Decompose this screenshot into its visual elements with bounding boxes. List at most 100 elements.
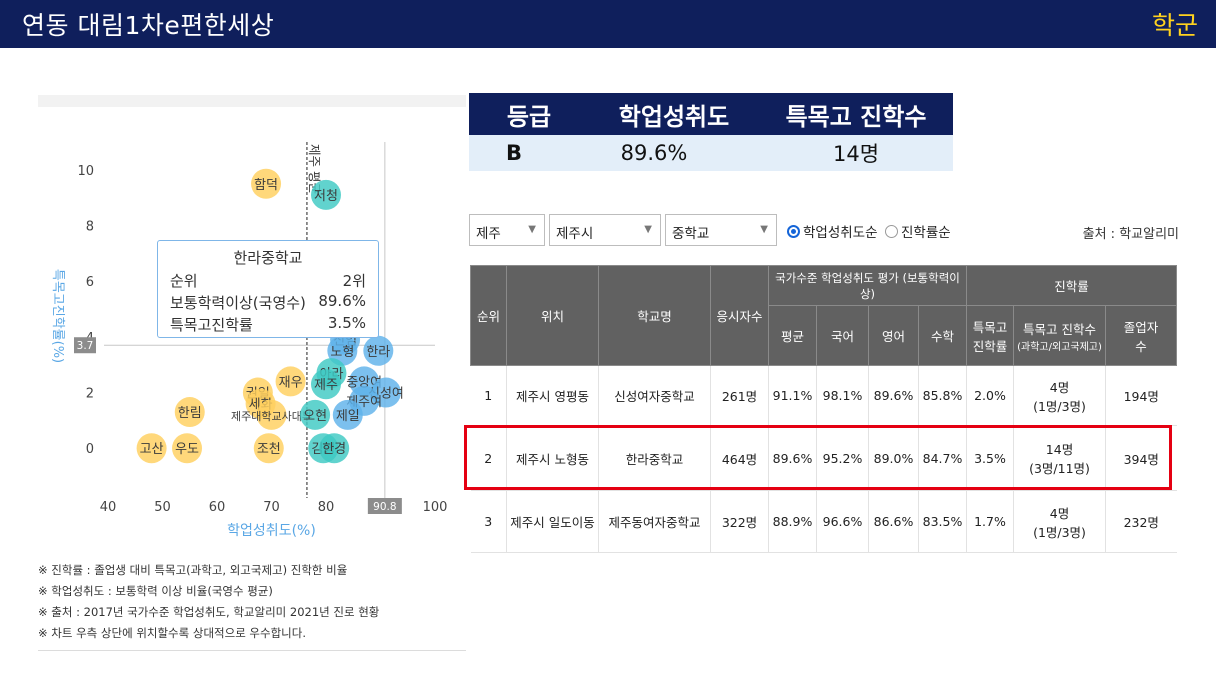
col-examinees: 응시자수 [710, 265, 769, 366]
achievement-value: 89.6% [620, 141, 688, 165]
cell-rate: 2.0% [966, 365, 1014, 426]
special-school-header: 특목고 진학수 [785, 102, 927, 131]
data-point [363, 335, 394, 366]
data-point-label: 제주대학교사대부 [231, 410, 312, 423]
data-point-label: 한림 [178, 406, 202, 421]
cell-count-sub: (1명/3명) [1033, 398, 1086, 414]
cell-examinees: 322명 [710, 490, 769, 553]
chevron-down-icon: ▼ [528, 224, 536, 235]
data-point-label: 노형 [330, 345, 354, 360]
radio-label: 학업성취도순 [803, 225, 878, 241]
tooltip-row-rank: 순위 2위 [170, 270, 366, 291]
tooltip-row-advance-rate: 특목고진학률 3.5% [170, 314, 366, 335]
y-tick-label: 0 [86, 442, 94, 457]
data-point [172, 433, 203, 464]
radio-unselected-icon [885, 224, 898, 238]
grade-header: 등급 [506, 102, 552, 131]
x-tick-label: 80 [318, 500, 335, 515]
x-ref-value: 90.8 [373, 501, 396, 513]
data-point-label: 함덕 [254, 178, 278, 193]
grade-value-row: B 89.6% 14명 [469, 135, 953, 171]
radio-label: 진학률순 [901, 225, 951, 241]
cell-examinees: 261명 [710, 365, 769, 426]
col-group-national-test: 국가수준 학업성취도 평가 (보통학력이상) [768, 265, 967, 306]
x-tick-label: 70 [263, 500, 280, 515]
city-select-value: 제주시 [556, 226, 594, 242]
y-ref-box [74, 337, 96, 354]
chart-notes: ※ 진학률 : 졸업생 대비 특목고(과학고, 외고국제고) 진학한 비율 ※ … [38, 560, 466, 644]
cell-grads: 232명 [1104, 490, 1177, 553]
col-rank: 순위 [470, 265, 507, 366]
table-row[interactable]: 2 제주시 노형동 한라중학교 464명 89.6% 95.2% 89.0% 8… [470, 425, 1177, 491]
cell-kor: 98.1% [816, 365, 869, 426]
cell-grads: 194명 [1104, 365, 1177, 426]
cell-count: 4명 (1명/3명) [1013, 365, 1106, 426]
province-select[interactable]: 제주 ▼ [469, 214, 545, 246]
data-point-label: 저청 [314, 189, 338, 204]
radio-sort-advance-rate[interactable]: 진학률순 [885, 221, 951, 241]
cell-location: 제주시 영평동 [506, 365, 599, 426]
x-ref-box [367, 498, 402, 514]
scatter-chart: 4050607080901000246810학업성취도(%)특목고진학률(%)제… [50, 142, 448, 539]
cell-avg: 89.6% [768, 425, 817, 491]
note-line: ※ 학업성취도 : 보통학력 이상 비율(국영수 평균) [38, 584, 273, 598]
level-select[interactable]: 중학교 ▼ [665, 214, 777, 246]
tooltip-school-name: 한라중학교 [233, 249, 303, 267]
y-tick-label: 8 [86, 220, 94, 235]
apartment-title: 연동 대림1차e편한세상 [22, 11, 275, 40]
cell-rank: 1 [470, 365, 507, 426]
radio-sort-achievement[interactable]: 학업성취도순 [787, 221, 878, 241]
cell-school: 신성여자중학교 [598, 365, 711, 426]
data-point [311, 179, 341, 210]
level-select-value: 중학교 [672, 226, 710, 242]
cell-rate: 3.5% [966, 425, 1014, 491]
cell-math: 83.5% [918, 490, 967, 553]
tooltip-value: 89.6% [318, 292, 366, 310]
col-eng: 영어 [868, 305, 919, 366]
table-row[interactable]: 1 제주시 영평동 신성여자중학교 261명 91.1% 98.1% 89.6%… [470, 365, 1177, 426]
data-point-label: 한라 [366, 345, 390, 360]
col-advance-rate: 특목고 진학률 [966, 305, 1014, 366]
data-point [311, 369, 341, 400]
data-point-label: 고산 [140, 442, 164, 457]
x-tick-label: 60 [209, 500, 226, 515]
col-avg: 평균 [768, 305, 817, 366]
cell-location: 제주시 일도이동 [506, 490, 599, 553]
cell-examinees: 464명 [710, 425, 769, 491]
data-point [256, 399, 287, 430]
cell-eng: 86.6% [868, 490, 919, 553]
data-point [300, 399, 331, 430]
radio-selected-icon [787, 224, 800, 238]
grade-value: B [505, 141, 522, 165]
y-tick-label: 2 [86, 387, 94, 402]
table-row[interactable]: 3 제주시 일도이동 제주동여자중학교 322명 88.9% 96.6% 86.… [470, 490, 1177, 553]
data-point [332, 399, 363, 430]
data-point [174, 397, 205, 428]
data-point [251, 168, 282, 199]
cell-rank: 3 [470, 490, 507, 553]
col-school: 학교명 [598, 265, 711, 366]
data-point-label: 조천 [257, 442, 281, 457]
note-line: ※ 진학률 : 졸업생 대비 특목고(과학고, 외고국제고) 진학한 비율 [38, 563, 348, 577]
col-advance-count-label: 특목고 진학수 [1023, 321, 1096, 337]
col-group-advance: 진학률 [965, 265, 1178, 306]
header-bar: 연동 대림1차e편한세상 학군 [0, 0, 1216, 48]
y-tick-label: 10 [77, 164, 94, 179]
section-badge[interactable]: 학군 [1151, 11, 1198, 40]
data-point-label: 제일 [336, 409, 360, 424]
city-select[interactable]: 제주시 ▼ [549, 214, 661, 246]
data-point-label: 오현 [303, 409, 327, 424]
cell-school: 한라중학교 [598, 425, 711, 491]
province-select-value: 제주 [476, 226, 501, 242]
cell-math: 84.7% [918, 425, 967, 491]
source-text: 출처 : 학교알리미 [1082, 227, 1179, 242]
grade-header-row: 등급 학업성취도 특목고 진학수 [469, 93, 953, 135]
cell-eng: 89.6% [868, 365, 919, 426]
data-point-label: 재우 [279, 375, 303, 390]
x-tick-label: 100 [423, 500, 448, 515]
achievement-header: 학업성취도 [618, 102, 730, 131]
col-graduates: 졸업자 수 [1104, 305, 1178, 366]
tooltip-label: 특목고진학률 [170, 316, 253, 334]
note-line: ※ 차트 우측 상단에 위치할수록 상대적으로 우수합니다. [38, 626, 306, 640]
tooltip-label: 순위 [170, 272, 198, 290]
